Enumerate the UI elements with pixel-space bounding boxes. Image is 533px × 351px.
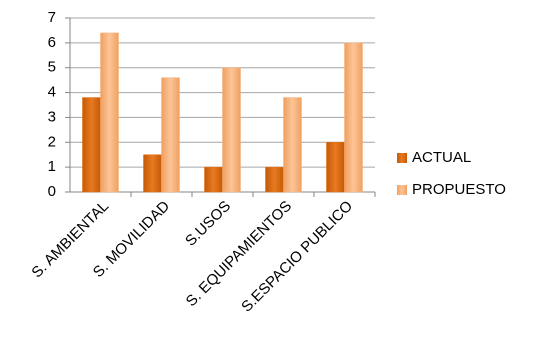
bar (161, 77, 180, 193)
y-tick-label: 6 (48, 34, 56, 51)
legend-label: ACTUAL (412, 149, 471, 166)
x-tick-label: S.ESPACIO PUBLICO (238, 198, 356, 316)
bar (82, 97, 101, 193)
x-tick-label: S. EQUIPAMIENTOS (183, 198, 295, 310)
bar (344, 42, 363, 193)
y-tick-label: 1 (48, 158, 56, 175)
legend-swatch (397, 153, 407, 163)
y-tick-label: 0 (48, 183, 56, 200)
y-tick-label: 2 (48, 133, 56, 150)
bar (100, 32, 119, 193)
legend-swatch (397, 185, 407, 195)
legend-label: PROPUESTO (412, 181, 506, 198)
bar (265, 166, 284, 193)
bar (204, 166, 223, 193)
y-tick-label: 5 (48, 59, 56, 76)
y-tick-label: 4 (48, 84, 56, 101)
y-tick-label: 7 (48, 9, 56, 26)
bar (222, 67, 241, 193)
bar (283, 97, 302, 193)
bar (326, 142, 345, 193)
x-tick-label: S.USOS (182, 198, 234, 250)
bar (143, 154, 162, 193)
y-tick-label: 3 (48, 108, 56, 125)
